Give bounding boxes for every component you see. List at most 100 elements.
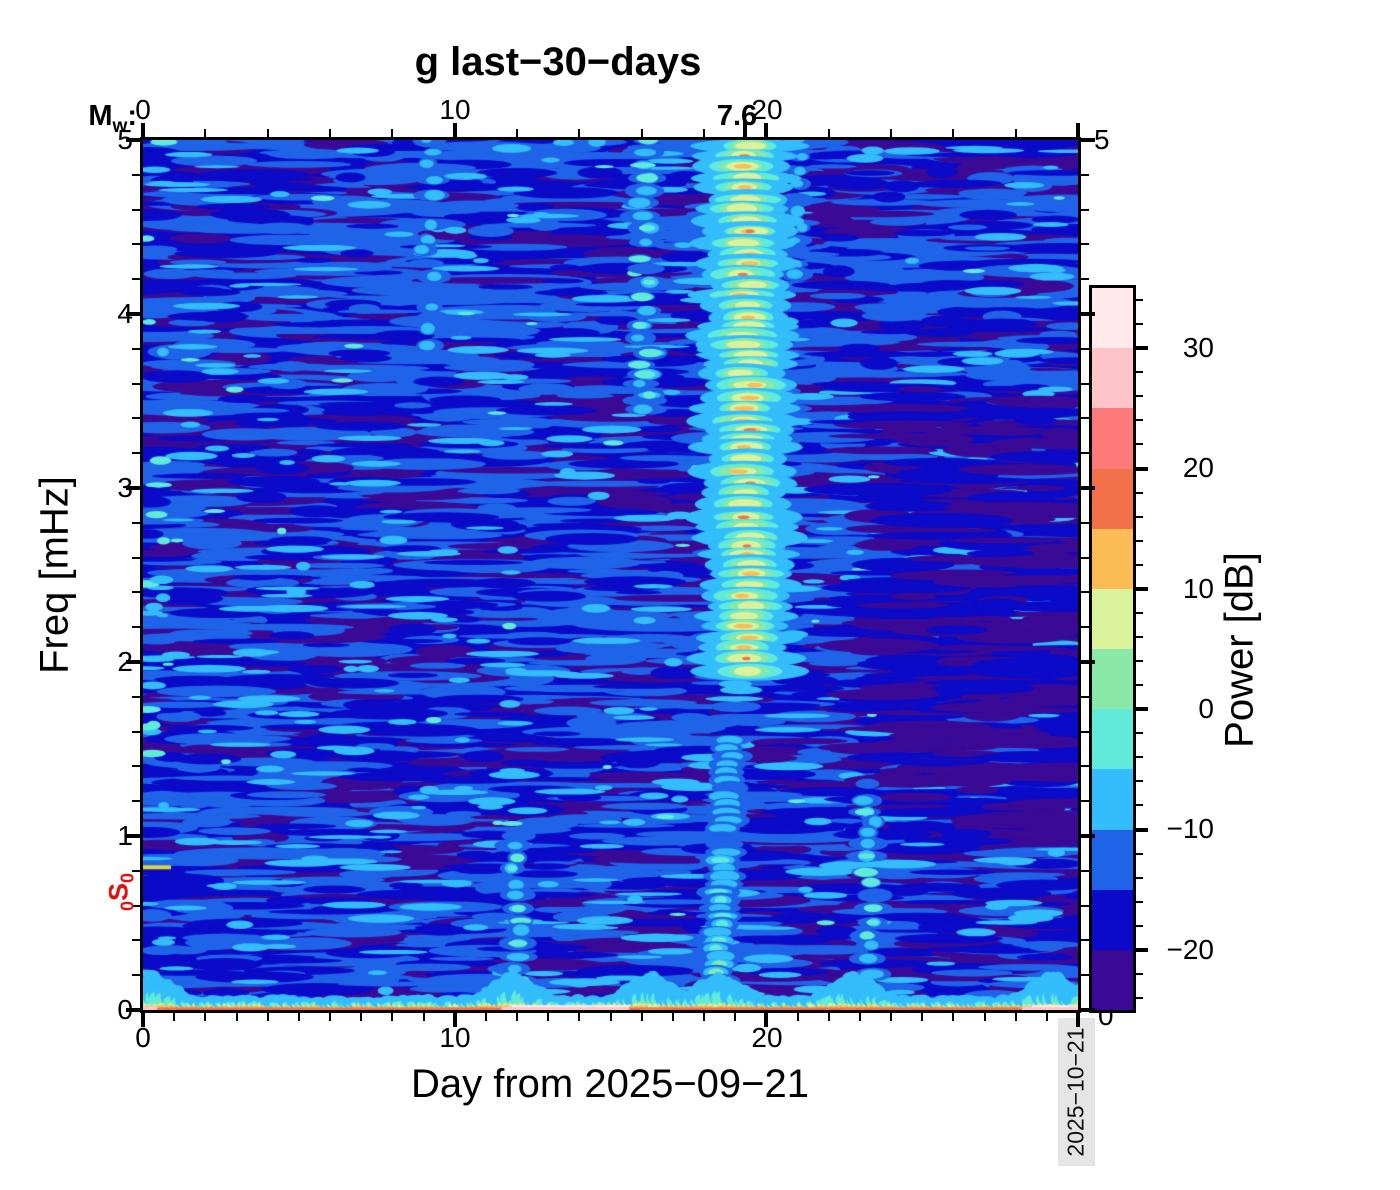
- y-tick-label-2: 2: [117, 646, 133, 677]
- axis-tick: [452, 1013, 457, 1027]
- axis-tick: [827, 129, 830, 137]
- colorbar: [1089, 285, 1136, 1013]
- y-tick-label-1: 1: [117, 820, 133, 851]
- x-tick-label-20: 20: [751, 1022, 783, 1053]
- colorbar-band: [1092, 829, 1133, 890]
- axis-tick: [547, 1013, 550, 1021]
- plot-frame: [140, 137, 1081, 1013]
- colorbar-band: [1092, 649, 1133, 710]
- axis-tick: [952, 1013, 955, 1021]
- axis-tick: [983, 1013, 986, 1021]
- axis-tick: [1136, 852, 1143, 855]
- axis-tick: [1136, 371, 1143, 374]
- y-tick-label-0: 0: [117, 994, 133, 1025]
- axis-tick: [952, 129, 955, 137]
- colorbar-tick-label-20: 20: [1182, 452, 1214, 483]
- axis-tick: [1081, 486, 1095, 490]
- mw-colon: :: [127, 100, 137, 132]
- y-tick-label-3: 3: [117, 472, 133, 503]
- axis-tick: [1081, 1008, 1095, 1012]
- axis-tick: [391, 1013, 394, 1021]
- axis-tick: [640, 1013, 643, 1021]
- axis-tick: [1136, 323, 1143, 326]
- colorbar-band: [1092, 949, 1133, 1011]
- colorbar-band: [1092, 468, 1133, 529]
- axis-tick: [1081, 556, 1089, 559]
- axis-tick: [132, 417, 140, 420]
- axis-tick: [1136, 586, 1148, 591]
- mode-label-suffix: 0: [117, 872, 138, 883]
- axis-tick: [204, 1013, 207, 1021]
- axis-tick: [422, 1013, 425, 1021]
- colorbar-tick-label-n20: −20: [1166, 934, 1215, 965]
- axis-tick: [132, 974, 140, 977]
- axis-tick: [921, 1013, 924, 1021]
- axis-tick: [132, 556, 140, 559]
- axis-tick: [1076, 1013, 1080, 1027]
- axis-tick: [297, 1013, 300, 1021]
- axis-tick: [890, 129, 892, 137]
- axis-tick: [516, 1013, 518, 1021]
- mode-0S0-label: 0S0: [103, 873, 138, 911]
- axis-tick: [1136, 732, 1143, 735]
- axis-tick: [1136, 443, 1143, 446]
- axis-tick: [132, 904, 140, 907]
- axis-tick: [1081, 243, 1089, 246]
- axis-tick: [132, 347, 140, 350]
- axis-tick: [578, 129, 581, 137]
- axis-tick: [1136, 346, 1148, 351]
- axis-tick: [132, 452, 140, 455]
- colorbar-tick-label-n10: −10: [1166, 813, 1215, 844]
- colorbar-band: [1092, 528, 1133, 589]
- axis-tick: [1136, 660, 1143, 663]
- axis-tick: [1081, 173, 1089, 176]
- axis-tick: [1081, 869, 1089, 872]
- axis-tick: [1136, 635, 1143, 638]
- axis-tick: [1081, 974, 1089, 977]
- axis-tick: [1136, 804, 1143, 807]
- right-tick-label-5: 5: [1094, 124, 1110, 155]
- axis-tick: [1081, 800, 1089, 803]
- axis-tick: [132, 626, 140, 629]
- axis-tick: [1081, 834, 1095, 838]
- axis-tick: [132, 730, 140, 733]
- axis-tick: [173, 1013, 176, 1021]
- axis-tick: [1081, 452, 1089, 455]
- y-tick-label-4: 4: [117, 298, 133, 329]
- axis-tick: [1136, 780, 1143, 783]
- axis-tick: [391, 129, 394, 137]
- axis-tick: [132, 939, 140, 942]
- axis-tick: [1045, 1013, 1048, 1021]
- axis-tick: [1081, 765, 1089, 768]
- mode-label-letter: S: [103, 882, 134, 902]
- axis-tick: [132, 278, 140, 281]
- axis-tick: [132, 173, 140, 176]
- axis-tick: [1136, 515, 1143, 518]
- axis-tick: [266, 129, 269, 137]
- axis-tick: [1136, 900, 1143, 903]
- axis-tick: [1136, 563, 1143, 566]
- colorbar-tick-label-0: 0: [1198, 693, 1214, 724]
- mode-label-prefix: 0: [117, 901, 138, 912]
- axis-tick: [1136, 972, 1143, 975]
- axis-tick: [141, 1013, 145, 1027]
- axis-tick: [796, 1013, 799, 1021]
- axis-tick: [1136, 419, 1143, 422]
- colorbar-band: [1092, 588, 1133, 650]
- top-axis-mw-label: Mw:: [28, 100, 137, 138]
- axis-tick: [1136, 611, 1143, 614]
- axis-tick: [1136, 996, 1143, 999]
- axis-tick: [126, 1008, 140, 1012]
- axis-tick: [1081, 939, 1089, 942]
- x-tick-label-0: 0: [135, 1022, 151, 1053]
- axis-tick: [578, 1013, 581, 1021]
- axis-tick: [132, 591, 140, 594]
- colorbar-tick-label-10: 10: [1182, 573, 1214, 604]
- axis-tick: [126, 312, 140, 316]
- axis-tick: [1014, 1013, 1017, 1021]
- axis-tick: [132, 243, 140, 246]
- axis-tick: [1081, 382, 1089, 385]
- axis-tick: [609, 1013, 612, 1021]
- axis-tick: [1081, 730, 1089, 733]
- axis-tick: [1081, 312, 1095, 316]
